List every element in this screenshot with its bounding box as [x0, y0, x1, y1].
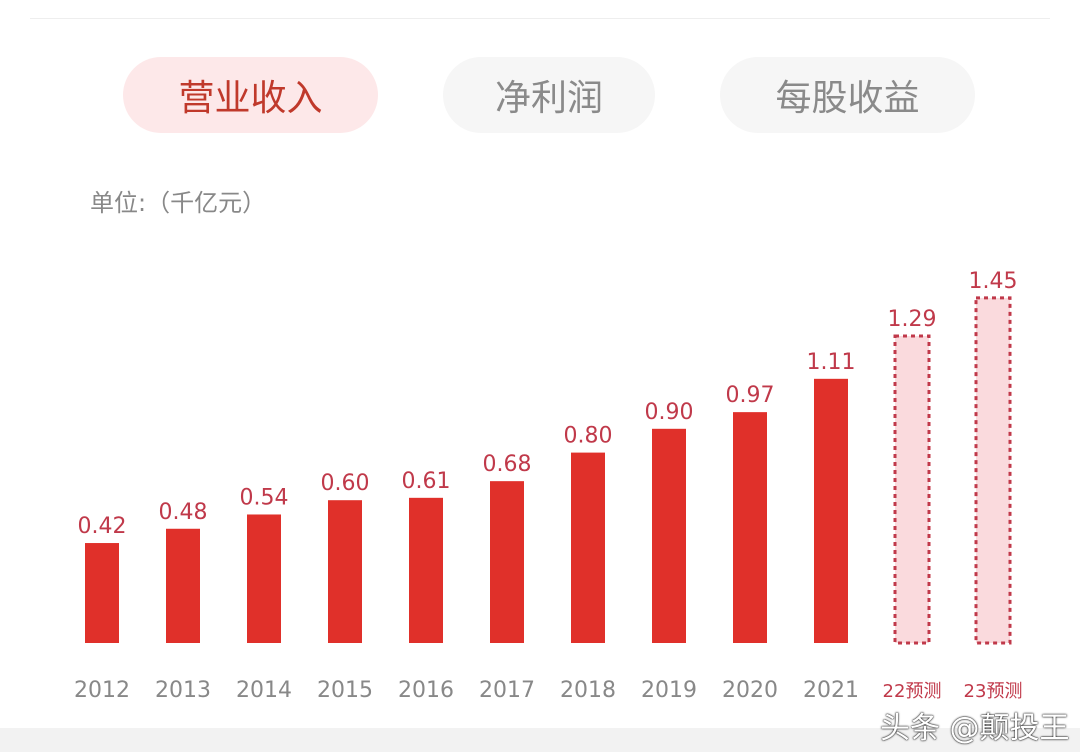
- x-tick-label: 23预测: [964, 681, 1023, 702]
- unit-label: 单位:（千亿元）: [90, 189, 267, 217]
- watermark: 头条 @颠投王: [880, 711, 1070, 746]
- value-label: 0.48: [159, 500, 208, 525]
- bar: [814, 378, 848, 643]
- x-tick-label: 2012: [74, 678, 130, 703]
- x-tick-label: 2020: [722, 678, 778, 703]
- value-label: 0.97: [726, 383, 775, 408]
- value-label: 0.80: [564, 424, 613, 449]
- value-label: 0.42: [78, 514, 127, 539]
- value-label: 0.61: [402, 469, 451, 494]
- value-label: 1.29: [888, 307, 937, 332]
- value-label: 0.68: [483, 452, 532, 477]
- x-tick-label: 2016: [398, 678, 454, 703]
- x-tick-label: 2013: [155, 678, 211, 703]
- bar: [247, 514, 281, 643]
- x-tick-label: 2014: [236, 678, 292, 703]
- value-label: 1.45: [969, 269, 1018, 294]
- x-tick-label: 2015: [317, 678, 373, 703]
- forecast-bar: [974, 296, 1012, 645]
- bar: [166, 528, 200, 643]
- bar: [571, 452, 605, 643]
- bar: [733, 412, 767, 643]
- bottom-bar: [0, 728, 1080, 752]
- x-tick-label: 22预测: [883, 681, 942, 702]
- value-label: 0.60: [321, 471, 370, 496]
- top-divider: [30, 18, 1050, 19]
- value-label: 1.11: [807, 350, 856, 375]
- value-label: 0.54: [240, 485, 289, 510]
- bar: [85, 543, 119, 643]
- x-tick-label: 2018: [560, 678, 616, 703]
- x-tick-label: 2019: [641, 678, 697, 703]
- bar: [409, 497, 443, 643]
- tab-eps[interactable]: 每股收益: [720, 57, 975, 133]
- bar: [652, 428, 686, 643]
- value-label: 0.90: [645, 400, 694, 425]
- x-tick-label: 2021: [803, 678, 859, 703]
- tab-net-profit[interactable]: 净利润: [443, 57, 655, 133]
- bar: [490, 481, 524, 643]
- bar: [328, 500, 362, 643]
- x-tick-label: 2017: [479, 678, 535, 703]
- tab-revenue[interactable]: 营业收入: [123, 57, 378, 133]
- forecast-bar: [893, 334, 931, 645]
